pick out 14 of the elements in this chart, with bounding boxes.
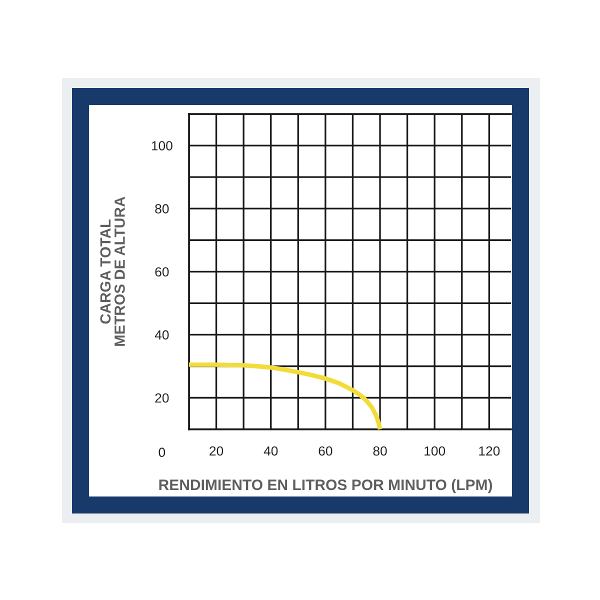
x-tick-label: 120: [479, 446, 500, 456]
x-tick-label: 100: [424, 446, 446, 456]
x-axis-title: RENDIMIENTO EN LITROS POR MINUTO (LPM): [159, 479, 492, 494]
text: 0: [158, 448, 166, 458]
x-tick-label: 60: [318, 446, 332, 456]
y-tick-label: 100: [152, 141, 172, 150]
y-tick-label: 60: [155, 267, 169, 277]
y-tick-label: 20: [155, 393, 169, 403]
y-tick-label: 40: [154, 330, 169, 340]
x-tick-label: 40: [264, 446, 278, 456]
x-tick-label: 80: [373, 446, 387, 456]
y-axis-title: CARGA TOTAL METROS DE ALTURA: [100, 196, 125, 346]
y-tick-label: 80: [155, 204, 169, 214]
x-tick-label: 20: [210, 446, 224, 456]
